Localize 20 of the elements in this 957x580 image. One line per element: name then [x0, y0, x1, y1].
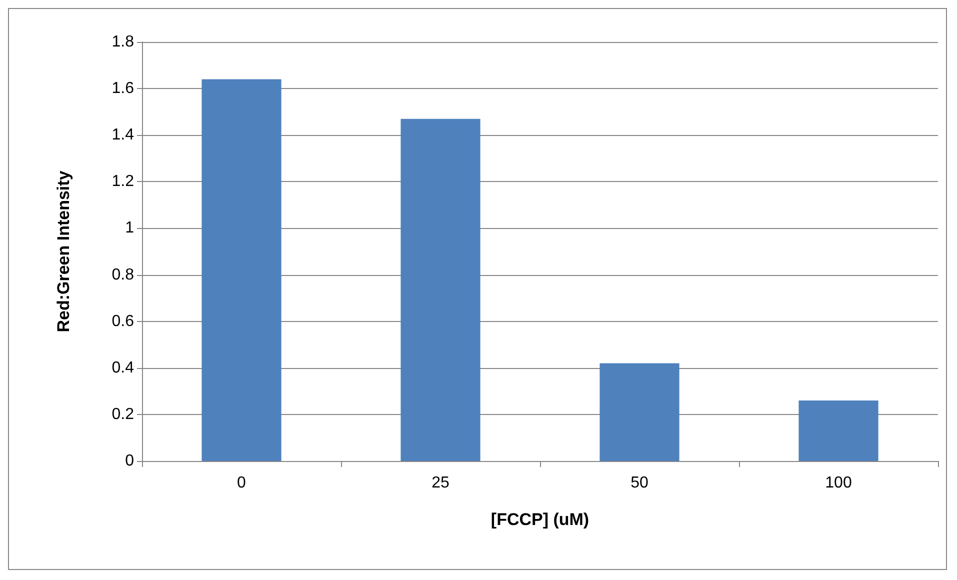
y-axis-title: Red:Green Intensity: [54, 170, 73, 332]
y-tick-label: 1.4: [112, 126, 134, 144]
bar: [202, 79, 282, 461]
bar: [400, 118, 480, 461]
x-tick-label: 100: [825, 474, 852, 492]
y-tick-label: 0.2: [112, 406, 134, 423]
y-tick-label: 1.2: [112, 173, 134, 190]
bar: [798, 400, 878, 461]
y-tick-label: 0.4: [112, 359, 134, 376]
y-tick-label: 0: [125, 452, 134, 470]
y-tick-label: 1.8: [112, 34, 134, 50]
y-tick-label: 1: [125, 220, 134, 237]
x-tick-label: 25: [432, 474, 450, 492]
y-tick-label: 0.6: [112, 312, 134, 330]
y-tick-label: 1.6: [112, 80, 134, 98]
x-axis-title: [FCCP] (uM): [490, 510, 590, 529]
x-tick-label: 0: [237, 474, 246, 492]
y-tick-label: 0.8: [112, 266, 134, 284]
x-tick-label: 50: [630, 474, 648, 492]
bar: [600, 363, 680, 461]
